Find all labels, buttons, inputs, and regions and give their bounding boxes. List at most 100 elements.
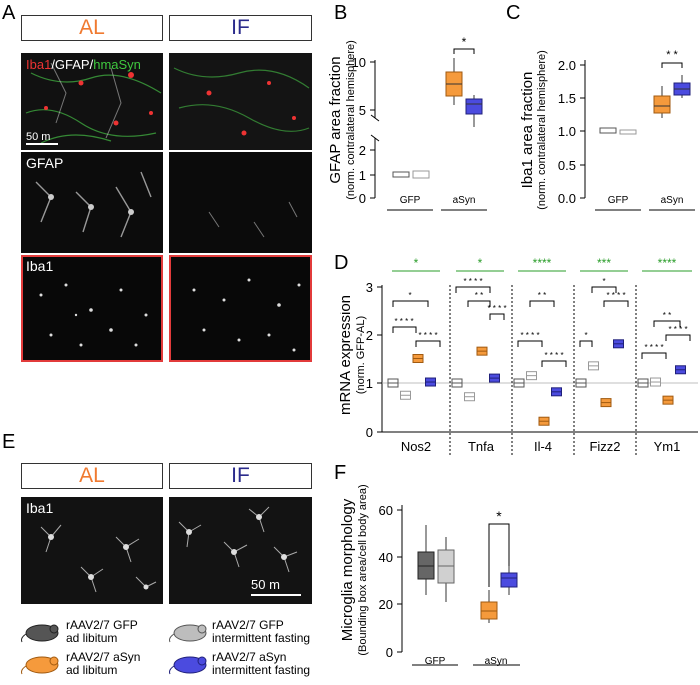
chart-c-sig-bracket [661,62,683,68]
iba1-al-texture [21,255,163,362]
merge-al-image: Iba1/GFAP/hmaSyn 50 m [21,53,163,150]
svg-text:* * * *: * * * * [544,351,563,360]
iba1-if-image [169,255,312,362]
svg-text:1: 1 [366,376,373,391]
chart-f-group-gfp: GFP [425,656,446,667]
header-if-e: IF [169,463,312,489]
chart-d-ylabel: mRNA expression (norm. GFP-AL) [340,295,367,415]
svg-text:****: **** [533,256,552,270]
svg-text:Microglia morphology: Microglia morphology [340,498,356,641]
merge-label: Iba1/GFAP/hmaSyn [26,57,141,72]
chart-b-group-gfp: GFP [400,195,421,206]
svg-text:0.5: 0.5 [558,158,576,173]
chart-d-dividers [449,285,637,455]
svg-text:1.0: 1.0 [558,124,576,139]
svg-text:2: 2 [366,328,373,343]
svg-text:* * * *: * * * * [463,277,482,286]
svg-text:(Bounding box area/cell body a: (Bounding box area/cell body area) [357,484,369,655]
svg-text:* * * *: * * * * [668,325,687,334]
chart-d-ticks: 0 1 2 3 [366,280,382,440]
panel-label-d: D [334,252,349,274]
gfap-if-image [169,152,312,253]
svg-text:Iba1 area fraction: Iba1 area fraction [519,72,536,189]
merge-al-texture [21,53,163,150]
svg-text:1: 1 [359,168,366,183]
iba1-if-texture [169,255,312,362]
svg-text:* * * *: * * * * [606,291,625,300]
chart-d: mRNA expression (norm. GFP-AL) 0 1 2 3 *… [340,256,698,455]
panel-label-c: C [506,2,521,24]
chart-b-sig-bracket [453,48,475,54]
scale-bar-a [26,143,58,145]
panel-label-f: F [334,462,347,484]
chart-c-group-gfp: GFP [608,195,629,206]
xlabel-nos2: Nos2 [401,439,431,454]
chart-b-break-2 [370,134,380,142]
chart-d-boxes [387,339,686,426]
chart-f-ticks: 0 20 40 60 [379,503,402,660]
svg-text:60: 60 [379,503,393,518]
gfap-al-texture [21,152,163,253]
box-c-gfp-if [619,129,637,135]
legend-icon-gfp-if [168,620,212,649]
svg-text:10: 10 [352,55,366,70]
chart-b-sig: * [462,35,467,49]
xlabel-ym1: Ym1 [654,439,681,454]
gfap-al-image: GFAP [21,152,163,253]
scale-bar-e [251,594,301,596]
iba1-label-e: Iba1 [26,500,54,516]
chart-d-green-sig: * * **** *** **** [392,256,692,272]
panel-label-a: A [2,2,16,24]
chart-b-break-1 [370,114,380,122]
svg-text:20: 20 [379,597,393,612]
chart-f-group-asyn: aSyn [485,656,508,667]
svg-text:2.0: 2.0 [558,58,576,73]
iba1-if-zoom-image: 50 m [169,497,312,604]
chart-c: Iba1 area fraction (norm. contralateral … [519,49,695,211]
chart-c-ylabel: Iba1 area fraction (norm. contralateral … [519,50,548,210]
scale-label-e: 50 m [251,577,280,592]
box-f-asyn-if [500,572,518,588]
svg-text:(norm. contralateral hemispher: (norm. contralateral hemisphere) [536,50,548,210]
legend-gfp-al: rAAV2/7 GFP ad libitum [66,618,138,645]
chart-b-group-asyn: aSyn [453,195,476,206]
chart-b-ylabel: GFAP area fraction (norm. contralateral … [327,40,357,200]
chart-c-group-asyn: aSyn [661,195,684,206]
merge-if-texture [169,53,312,150]
panel-label-e: E [2,431,16,453]
box-b-gfp-al [392,171,410,178]
iba1-al-image: Iba1 [21,255,163,362]
svg-text:2: 2 [359,143,366,158]
chart-f: Microglia morphology (Bounding box area/… [340,484,520,667]
svg-text:*: * [478,256,483,270]
svg-text:* *: * * [663,311,671,320]
xlabel-fizz2: Fizz2 [589,439,620,454]
chart-c-sig: * * [666,49,678,61]
scale-label-a: 50 m [26,131,51,143]
svg-text:5: 5 [359,103,366,118]
svg-text:* * * *: * * * * [520,331,539,340]
chart-f-ylabel: Microglia morphology (Bounding box area/… [340,484,369,655]
svg-text:0: 0 [386,645,393,660]
chart-b-boxes [392,58,483,179]
svg-text:****: **** [658,256,677,270]
iba1-if-zoom-texture [169,497,312,604]
box-c-gfp-al [599,127,617,134]
svg-text:40: 40 [379,550,393,565]
svg-text:* *: * * [538,291,546,300]
svg-text:* *: * * [475,291,483,300]
svg-text:0: 0 [366,425,373,440]
header-al: AL [21,15,163,41]
legend-asyn-al: rAAV2/7 aSyn ad libitum [66,650,141,677]
svg-text:1.5: 1.5 [558,91,576,106]
legend-icon-asyn-al [20,652,64,681]
svg-text:*: * [584,331,587,340]
svg-text:* * * *: * * * * [487,304,506,313]
chart-f-sig-bracket [488,523,510,587]
legend-icon-gfp-al [20,620,64,649]
box-b-asyn-if [465,98,483,115]
svg-text:mRNA expression: mRNA expression [340,295,354,415]
svg-text:***: *** [597,256,611,270]
svg-text:* * * *: * * * * [394,317,413,326]
chart-c-boxes [599,75,691,135]
